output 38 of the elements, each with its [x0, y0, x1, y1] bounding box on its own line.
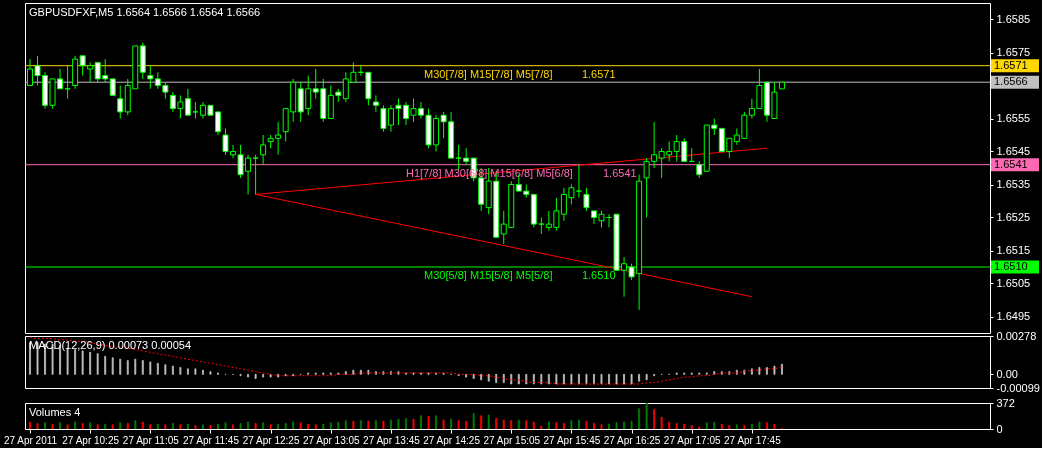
annotation: M30[7/8] M15[7/8] M5[7/8] — [424, 67, 553, 80]
x-tick-label: 27 Apr 15:05 — [483, 434, 541, 446]
annotation: 1.6510 — [581, 269, 616, 281]
x-tick-label: 27 Apr 13:45 — [363, 434, 421, 446]
chart-title: Volumes 4 — [29, 406, 81, 418]
x-tick-label: 27 Apr 16:25 — [603, 434, 661, 446]
y-tick-label: 372 — [996, 396, 1015, 409]
x-tick-label: 27 Apr 2011 — [3, 434, 58, 446]
x-tick-label: 27 Apr 10:25 — [62, 434, 120, 446]
annotation: 1.6541 — [603, 166, 637, 179]
ref-line-label: 1.6571 — [994, 58, 1028, 71]
chart-title: GBPUSDFXF,M5 1.6564 1.6566 1.6564 1.6566 — [29, 6, 261, 18]
y-tick-label: 0 — [996, 422, 1003, 435]
y-tick-label: 1.6515 — [996, 244, 1031, 256]
x-tick-label: 27 Apr 17:45 — [724, 434, 782, 446]
y-tick-label: 1.6495 — [996, 310, 1031, 322]
x-tick-label: 27 Apr 11:45 — [182, 434, 240, 446]
y-tick-label: 1.6505 — [996, 277, 1031, 289]
x-tick-label: 27 Apr 15:45 — [543, 434, 601, 446]
x-tick-label: 27 Apr 11:05 — [122, 434, 180, 446]
ref-line-label: 1.6566 — [994, 75, 1028, 88]
y-tick-label: 1.6535 — [996, 178, 1031, 190]
y-tick-label: 1.6585 — [996, 13, 1031, 25]
y-tick-label: 1.6545 — [996, 145, 1031, 157]
annotation: 1.6571 — [581, 67, 616, 80]
y-tick-label: 1.6555 — [996, 112, 1031, 124]
y-tick-label: 0.00 — [996, 367, 1018, 380]
y-tick-label: 0.00278 — [996, 329, 1037, 342]
y-tick-label: 1.6525 — [996, 211, 1031, 223]
annotation: M30[5/8] M15[5/8] M5[5/8] — [424, 269, 553, 281]
x-tick-label: 27 Apr 12:25 — [242, 434, 300, 446]
y-tick-label: -0.00099 — [996, 381, 1040, 394]
ref-line-label: 1.6541 — [994, 157, 1028, 170]
ref-line-label: 1.6510 — [994, 260, 1028, 272]
y-tick-label: 1.6575 — [996, 46, 1031, 58]
x-tick-label: 27 Apr 14:25 — [423, 434, 481, 446]
x-tick-label: 27 Apr 13:05 — [302, 434, 361, 446]
x-tick-label: 27 Apr 17:05 — [663, 434, 722, 446]
